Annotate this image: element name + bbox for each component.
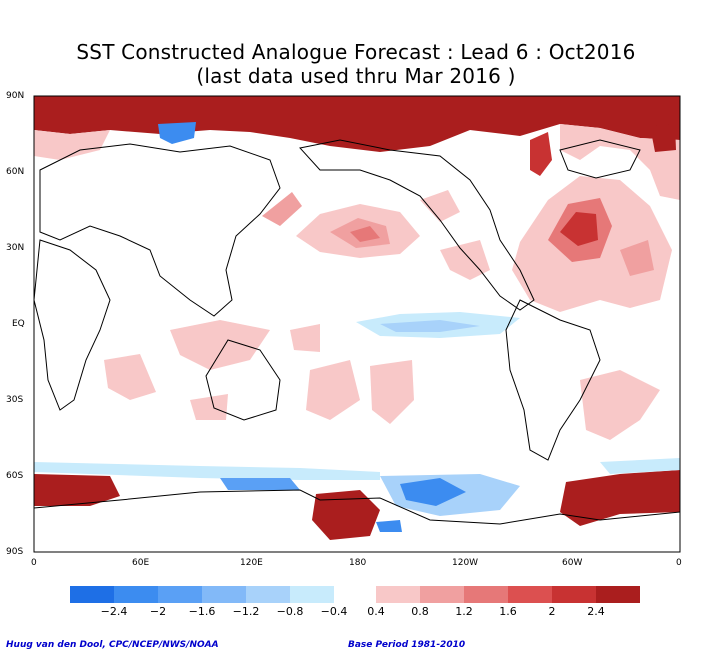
lat-label-eq: EQ [12,319,25,329]
colorbar-swatch-cold [70,586,114,603]
lon-label-0: 0 [31,558,37,568]
sst-anomaly-map [33,95,681,553]
colorbar-swatch-cold [290,586,334,603]
colorbar-label: −2.4 [100,605,128,618]
map-subtitle: (last data used thru Mar 2016 ) [196,64,516,88]
base-period-text: Base Period 1981-2010 [348,640,466,650]
north-pacific-warm-anomaly [262,190,490,280]
colorbar-swatch-cold [246,586,290,603]
colorbar-swatch-warm [420,586,464,603]
southern-ocean-anomalies [34,458,680,540]
colorbar-label: −1.6 [188,605,216,618]
map-title: SST Constructed Analogue Forecast : Lead… [76,40,636,64]
arctic-cold-anomaly [158,122,196,144]
lon-label-60w: 60W [562,558,583,568]
equatorial-pacific-cold-anomaly [356,312,520,338]
arctic-warm-anomaly [34,96,680,200]
colorbar-swatch-cold [158,586,202,603]
colorbar-label: 2.4 [587,605,605,618]
colorbar-swatch-warm [376,586,420,603]
colorbar-label: 0.4 [367,605,385,618]
colorbar-label: −0.4 [320,605,348,618]
colorbar-label: −0.8 [276,605,304,618]
colorbar-label: 2 [548,605,556,618]
lat-label-90n: 90N [6,91,25,101]
colorbar-label: 1.6 [499,605,517,618]
lon-label-60e: 60E [132,558,150,568]
lat-label-90s: 90S [6,547,24,557]
colorbar-label: −2 [149,605,167,618]
colorbar-label: −1.2 [232,605,260,618]
lat-label-30n: 30N [6,243,25,253]
lon-label-180: 180 [349,558,367,568]
colorbar-swatch-warm [464,586,508,603]
colorbar-swatch-cold [202,586,246,603]
credit-text: Huug van den Dool, CPC/NCEP/NWS/NOAA [6,640,219,650]
lon-label-0-east: 0 [676,558,682,568]
colorbar-label: 0.8 [411,605,429,618]
colorbar-swatch-warm [552,586,596,603]
lat-label-60s: 60S [6,471,24,481]
lat-label-30s: 30S [6,395,24,405]
colorbar-swatch-warm [596,586,640,603]
colorbar-label: 1.2 [455,605,473,618]
colorbar-swatch-cold [114,586,158,603]
indo-pacific-warm-anomaly [104,320,660,440]
map-frame [33,95,681,553]
lon-label-120e: 120E [240,558,263,568]
lon-label-120w: 120W [452,558,479,568]
lat-label-60n: 60N [6,167,25,177]
colorbar-swatch-warm [508,586,552,603]
north-atlantic-warm-anomaly [512,176,672,312]
coastlines [34,139,680,525]
